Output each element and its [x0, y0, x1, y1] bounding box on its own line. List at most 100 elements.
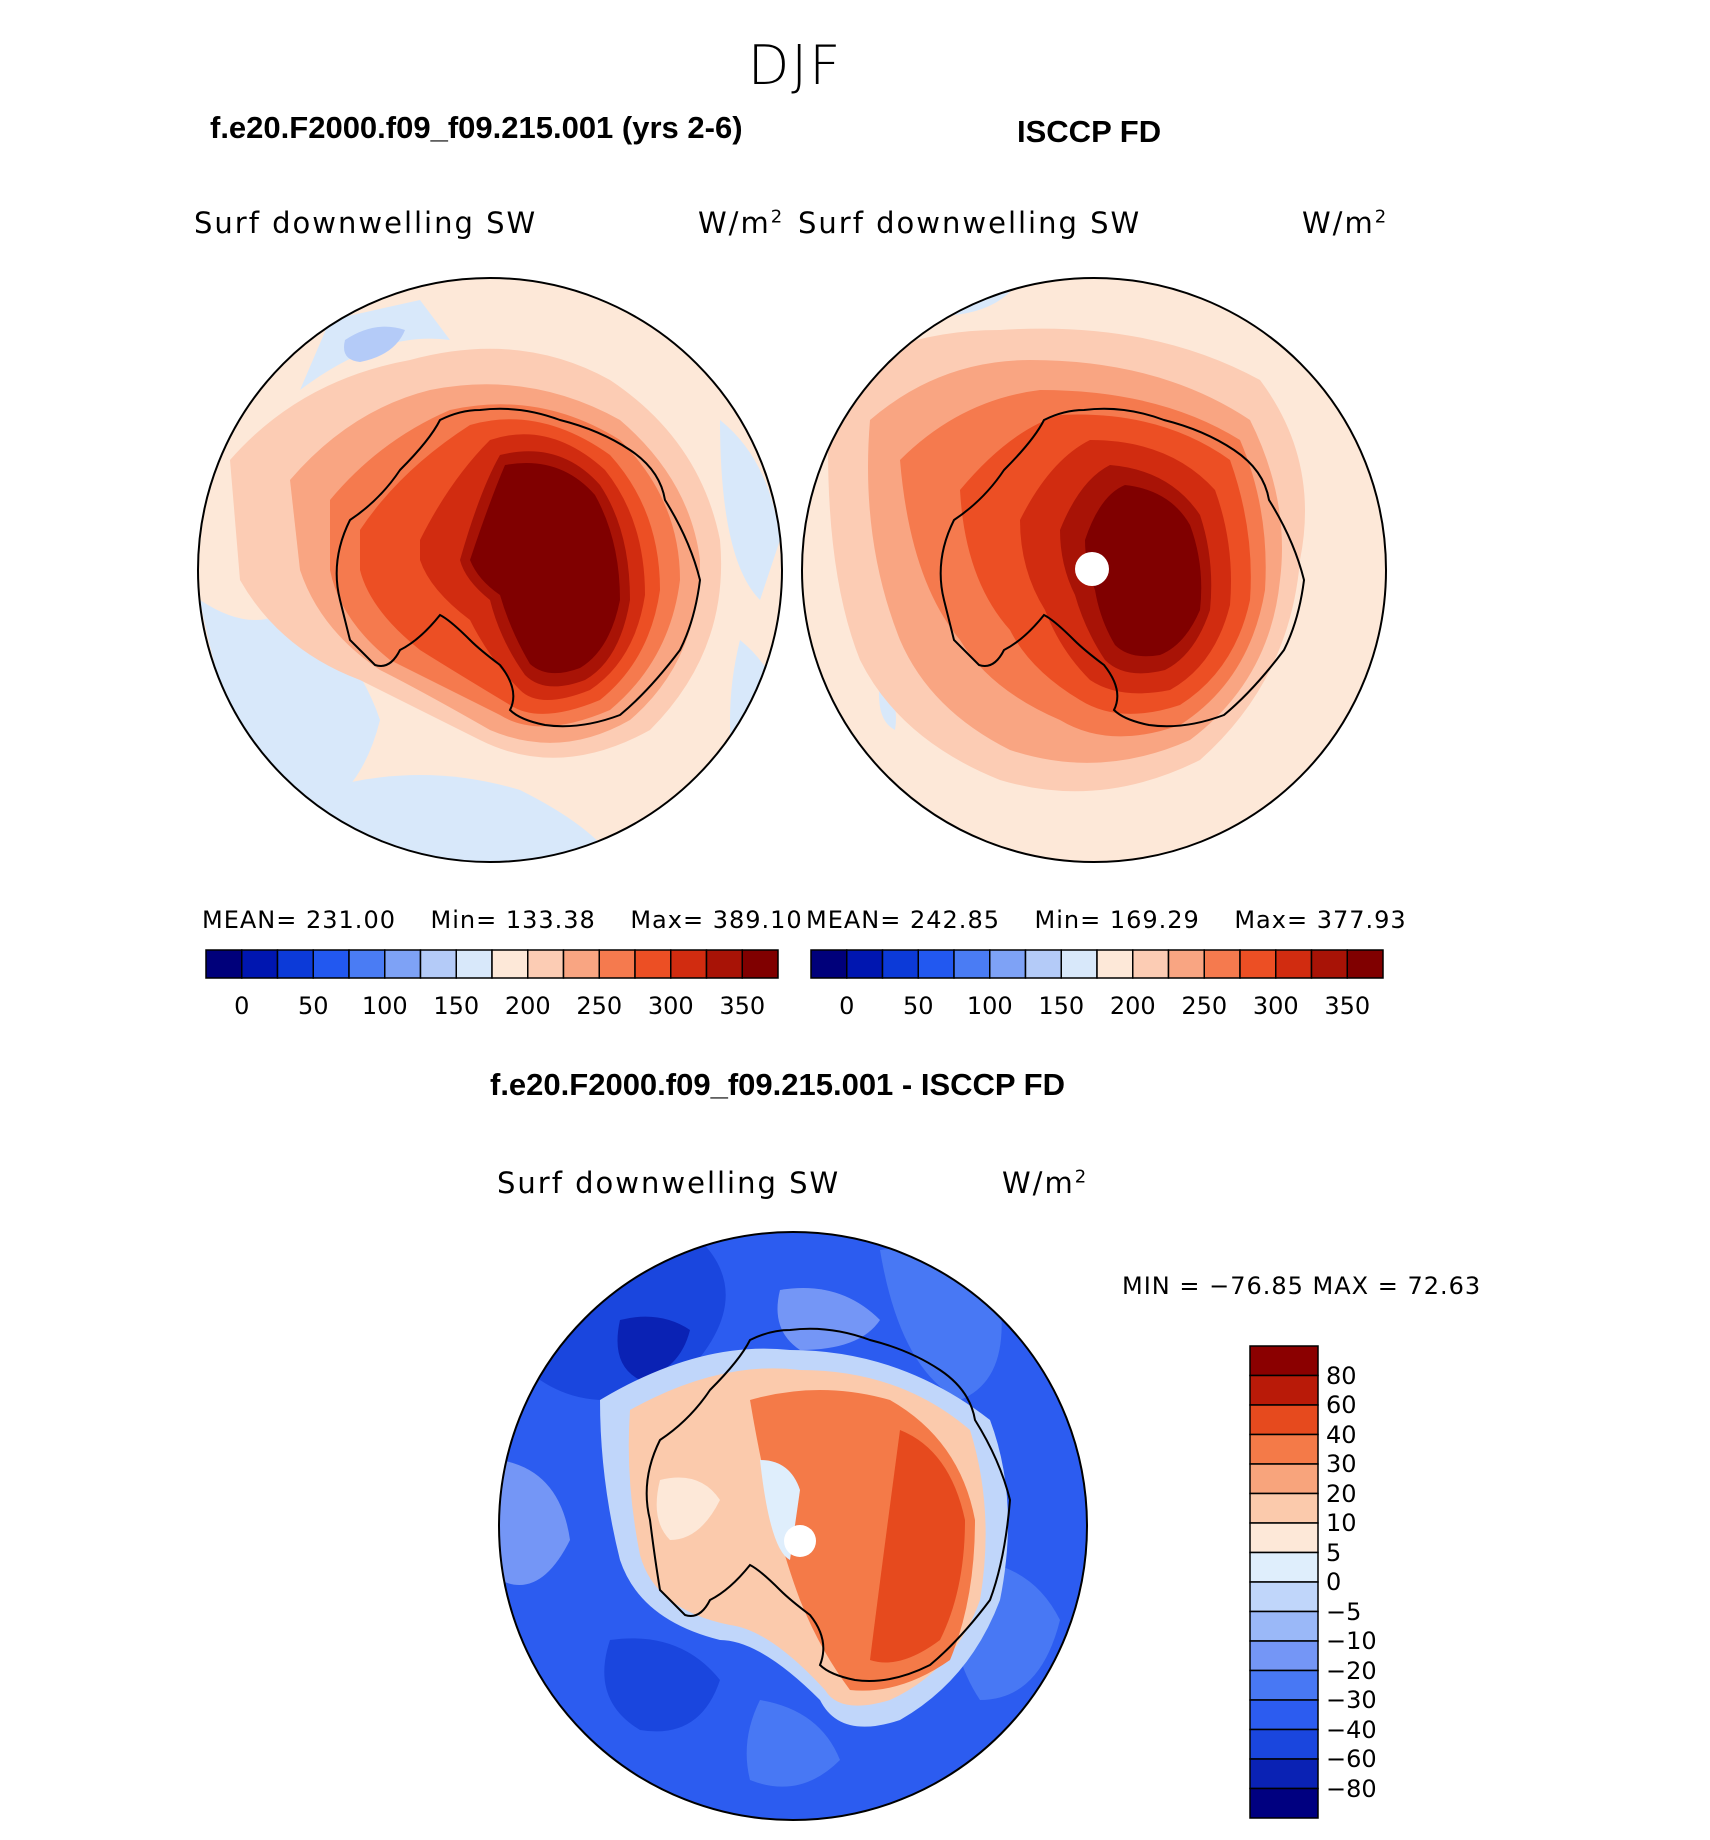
- colorbar-tick-label: 150: [433, 992, 480, 1020]
- obs-panel-title: ISCCP FD: [1017, 114, 1162, 149]
- obs-map: [802, 278, 1386, 862]
- colorbar-tick-label: −10: [1326, 1627, 1377, 1655]
- colorbar-box: [1239, 949, 1277, 979]
- model-map: [198, 278, 782, 862]
- colorbar-tick-label: 250: [576, 992, 623, 1020]
- colorbar-tick-label: 200: [504, 992, 551, 1020]
- colorbar-box: [1249, 1522, 1319, 1554]
- model-panel-title: f.e20.F2000.f09_f09.215.001 (yrs 2-6): [210, 110, 743, 145]
- colorbar-box: [1249, 1669, 1319, 1701]
- colorbar-box: [846, 949, 884, 979]
- obs-map-border: [801, 277, 1387, 863]
- colorbar-box: [205, 949, 243, 979]
- colorbar-box: [1024, 949, 1062, 979]
- colorbar-box: [1249, 1345, 1319, 1377]
- colorbar-tick-label: 0: [234, 992, 250, 1020]
- colorbar-tick-label: −40: [1326, 1715, 1377, 1744]
- diff-map-border: [498, 1231, 1088, 1821]
- colorbar-box: [241, 949, 279, 979]
- colorbar-box: [1249, 1610, 1319, 1642]
- colorbar-box: [455, 949, 493, 979]
- colorbar-box: [1060, 949, 1098, 979]
- diff-colorbar: [1249, 1345, 1319, 1819]
- season-title: DJF: [747, 34, 843, 97]
- colorbar-box: [1249, 1581, 1319, 1613]
- colorbar-tick-label: −80: [1326, 1774, 1377, 1803]
- diff-panel-title: f.e20.F2000.f09_f09.215.001 - ISCCP FD: [490, 1067, 1065, 1102]
- colorbar-box: [1132, 949, 1170, 979]
- colorbar-tick-label: 20: [1326, 1479, 1357, 1508]
- colorbar-tick-label: 40: [1326, 1420, 1357, 1449]
- model-variable-label: Surf downwelling SW: [194, 206, 538, 240]
- obs-variable-label: Surf downwelling SW: [798, 206, 1142, 240]
- colorbar-box: [670, 949, 708, 979]
- colorbar-box: [384, 949, 422, 979]
- colorbar-tick-label: −20: [1326, 1656, 1377, 1685]
- colorbar-box: [1249, 1404, 1319, 1436]
- colorbar-tick-label: −60: [1326, 1745, 1377, 1773]
- colorbar-box: [953, 949, 991, 979]
- colorbar-box: [1249, 1492, 1319, 1524]
- model-colorbar: [205, 949, 779, 979]
- colorbar-tick-label: 300: [1252, 992, 1299, 1020]
- colorbar-tick-label: −30: [1326, 1686, 1377, 1714]
- colorbar-tick-label: 50: [297, 992, 329, 1020]
- diff-units-label: W/m2: [1002, 1166, 1089, 1200]
- colorbar-box: [705, 949, 743, 979]
- colorbar-tick-label: 350: [719, 992, 766, 1020]
- colorbar-tick-label: 30: [1326, 1450, 1357, 1478]
- model-coastline: [335, 407, 702, 728]
- colorbar-box: [1346, 949, 1384, 979]
- diff-coastline: [645, 1327, 1012, 1682]
- colorbar-tick-label: 150: [1038, 992, 1085, 1020]
- colorbar-box: [562, 949, 600, 979]
- colorbar-box: [1096, 949, 1134, 979]
- colorbar-tick-label: 100: [361, 992, 408, 1020]
- colorbar-tick-label: 5: [1326, 1538, 1342, 1567]
- colorbar-box: [741, 949, 779, 979]
- colorbar-box: [810, 949, 848, 979]
- colorbar-box: [1249, 1728, 1319, 1760]
- colorbar-box: [491, 949, 529, 979]
- colorbar-tick-label: 10: [1326, 1509, 1357, 1537]
- colorbar-tick-label: 300: [647, 992, 694, 1020]
- colorbar-box: [276, 949, 314, 979]
- diff-variable-label: Surf downwelling SW: [497, 1166, 841, 1200]
- colorbar-box: [348, 949, 386, 979]
- colorbar-box: [989, 949, 1027, 979]
- colorbar-box: [1275, 949, 1313, 979]
- colorbar-box: [1167, 949, 1205, 979]
- colorbar-tick-label: 60: [1326, 1391, 1357, 1419]
- colorbar-tick-label: 0: [1326, 1568, 1342, 1596]
- colorbar-tick-label: 250: [1181, 992, 1228, 1020]
- colorbar-box: [1249, 1787, 1319, 1819]
- colorbar-box: [917, 949, 955, 979]
- colorbar-box: [881, 949, 919, 979]
- colorbar-box: [1249, 1551, 1319, 1583]
- obs-colorbar: [810, 949, 1384, 979]
- diff-map: [499, 1232, 1087, 1820]
- colorbar-tick-label: 200: [1109, 992, 1156, 1020]
- colorbar-box: [527, 949, 565, 979]
- colorbar-tick-label: 80: [1326, 1361, 1357, 1390]
- colorbar-box: [1203, 949, 1241, 979]
- colorbar-box: [1249, 1640, 1319, 1672]
- colorbar-box: [1249, 1433, 1319, 1465]
- colorbar-box: [634, 949, 672, 979]
- colorbar-tick-label: 50: [902, 992, 934, 1020]
- colorbar-box: [598, 949, 636, 979]
- model-map-border: [197, 277, 783, 863]
- colorbar-box: [312, 949, 350, 979]
- obs-units-label: W/m2: [1302, 206, 1389, 240]
- obs-coastline: [939, 407, 1306, 728]
- colorbar-tick-label: −5: [1326, 1597, 1362, 1626]
- colorbar-tick-label: 0: [839, 992, 855, 1020]
- colorbar-tick-label: 100: [966, 992, 1013, 1020]
- colorbar-box: [1249, 1699, 1319, 1731]
- model-units-label: W/m2: [698, 206, 785, 240]
- colorbar-box: [1310, 949, 1348, 979]
- colorbar-box: [1249, 1374, 1319, 1406]
- model-stats: MEAN= 231.00 Min= 133.38 Max= 389.10: [202, 906, 803, 934]
- obs-stats: MEAN= 242.85 Min= 169.29 Max= 377.93: [806, 906, 1407, 934]
